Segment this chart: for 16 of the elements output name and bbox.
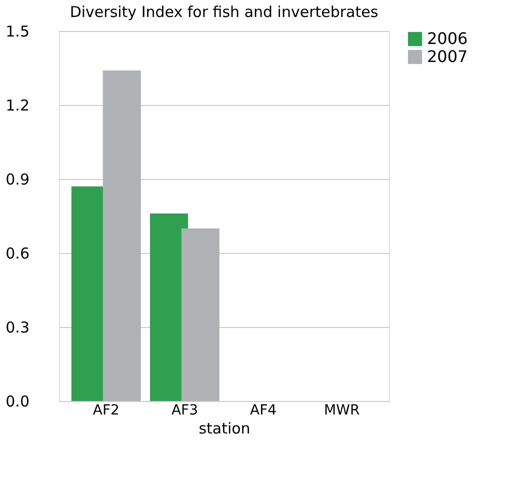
x-tick-label: AF4 [250,402,277,418]
chart-title: Diversity Index for fish and invertebrates [70,3,378,21]
x-axis-title: station [198,420,250,438]
legend-label: 2006 [427,29,468,48]
y-tick-label: 0.3 [6,318,30,336]
y-tick-label: 0.9 [6,170,30,188]
legend-label: 2007 [427,47,468,66]
bar [181,228,220,401]
x-tick-label: AF3 [171,402,198,418]
x-tick-label: AF2 [92,402,120,418]
y-tick-label: 1.5 [6,22,30,40]
y-tick-label: 0.6 [6,244,30,262]
y-tick-label: 1.2 [6,96,30,114]
x-tick-label: MWR [324,402,360,418]
bar [102,70,141,401]
y-tick-label: 0.0 [6,392,30,410]
